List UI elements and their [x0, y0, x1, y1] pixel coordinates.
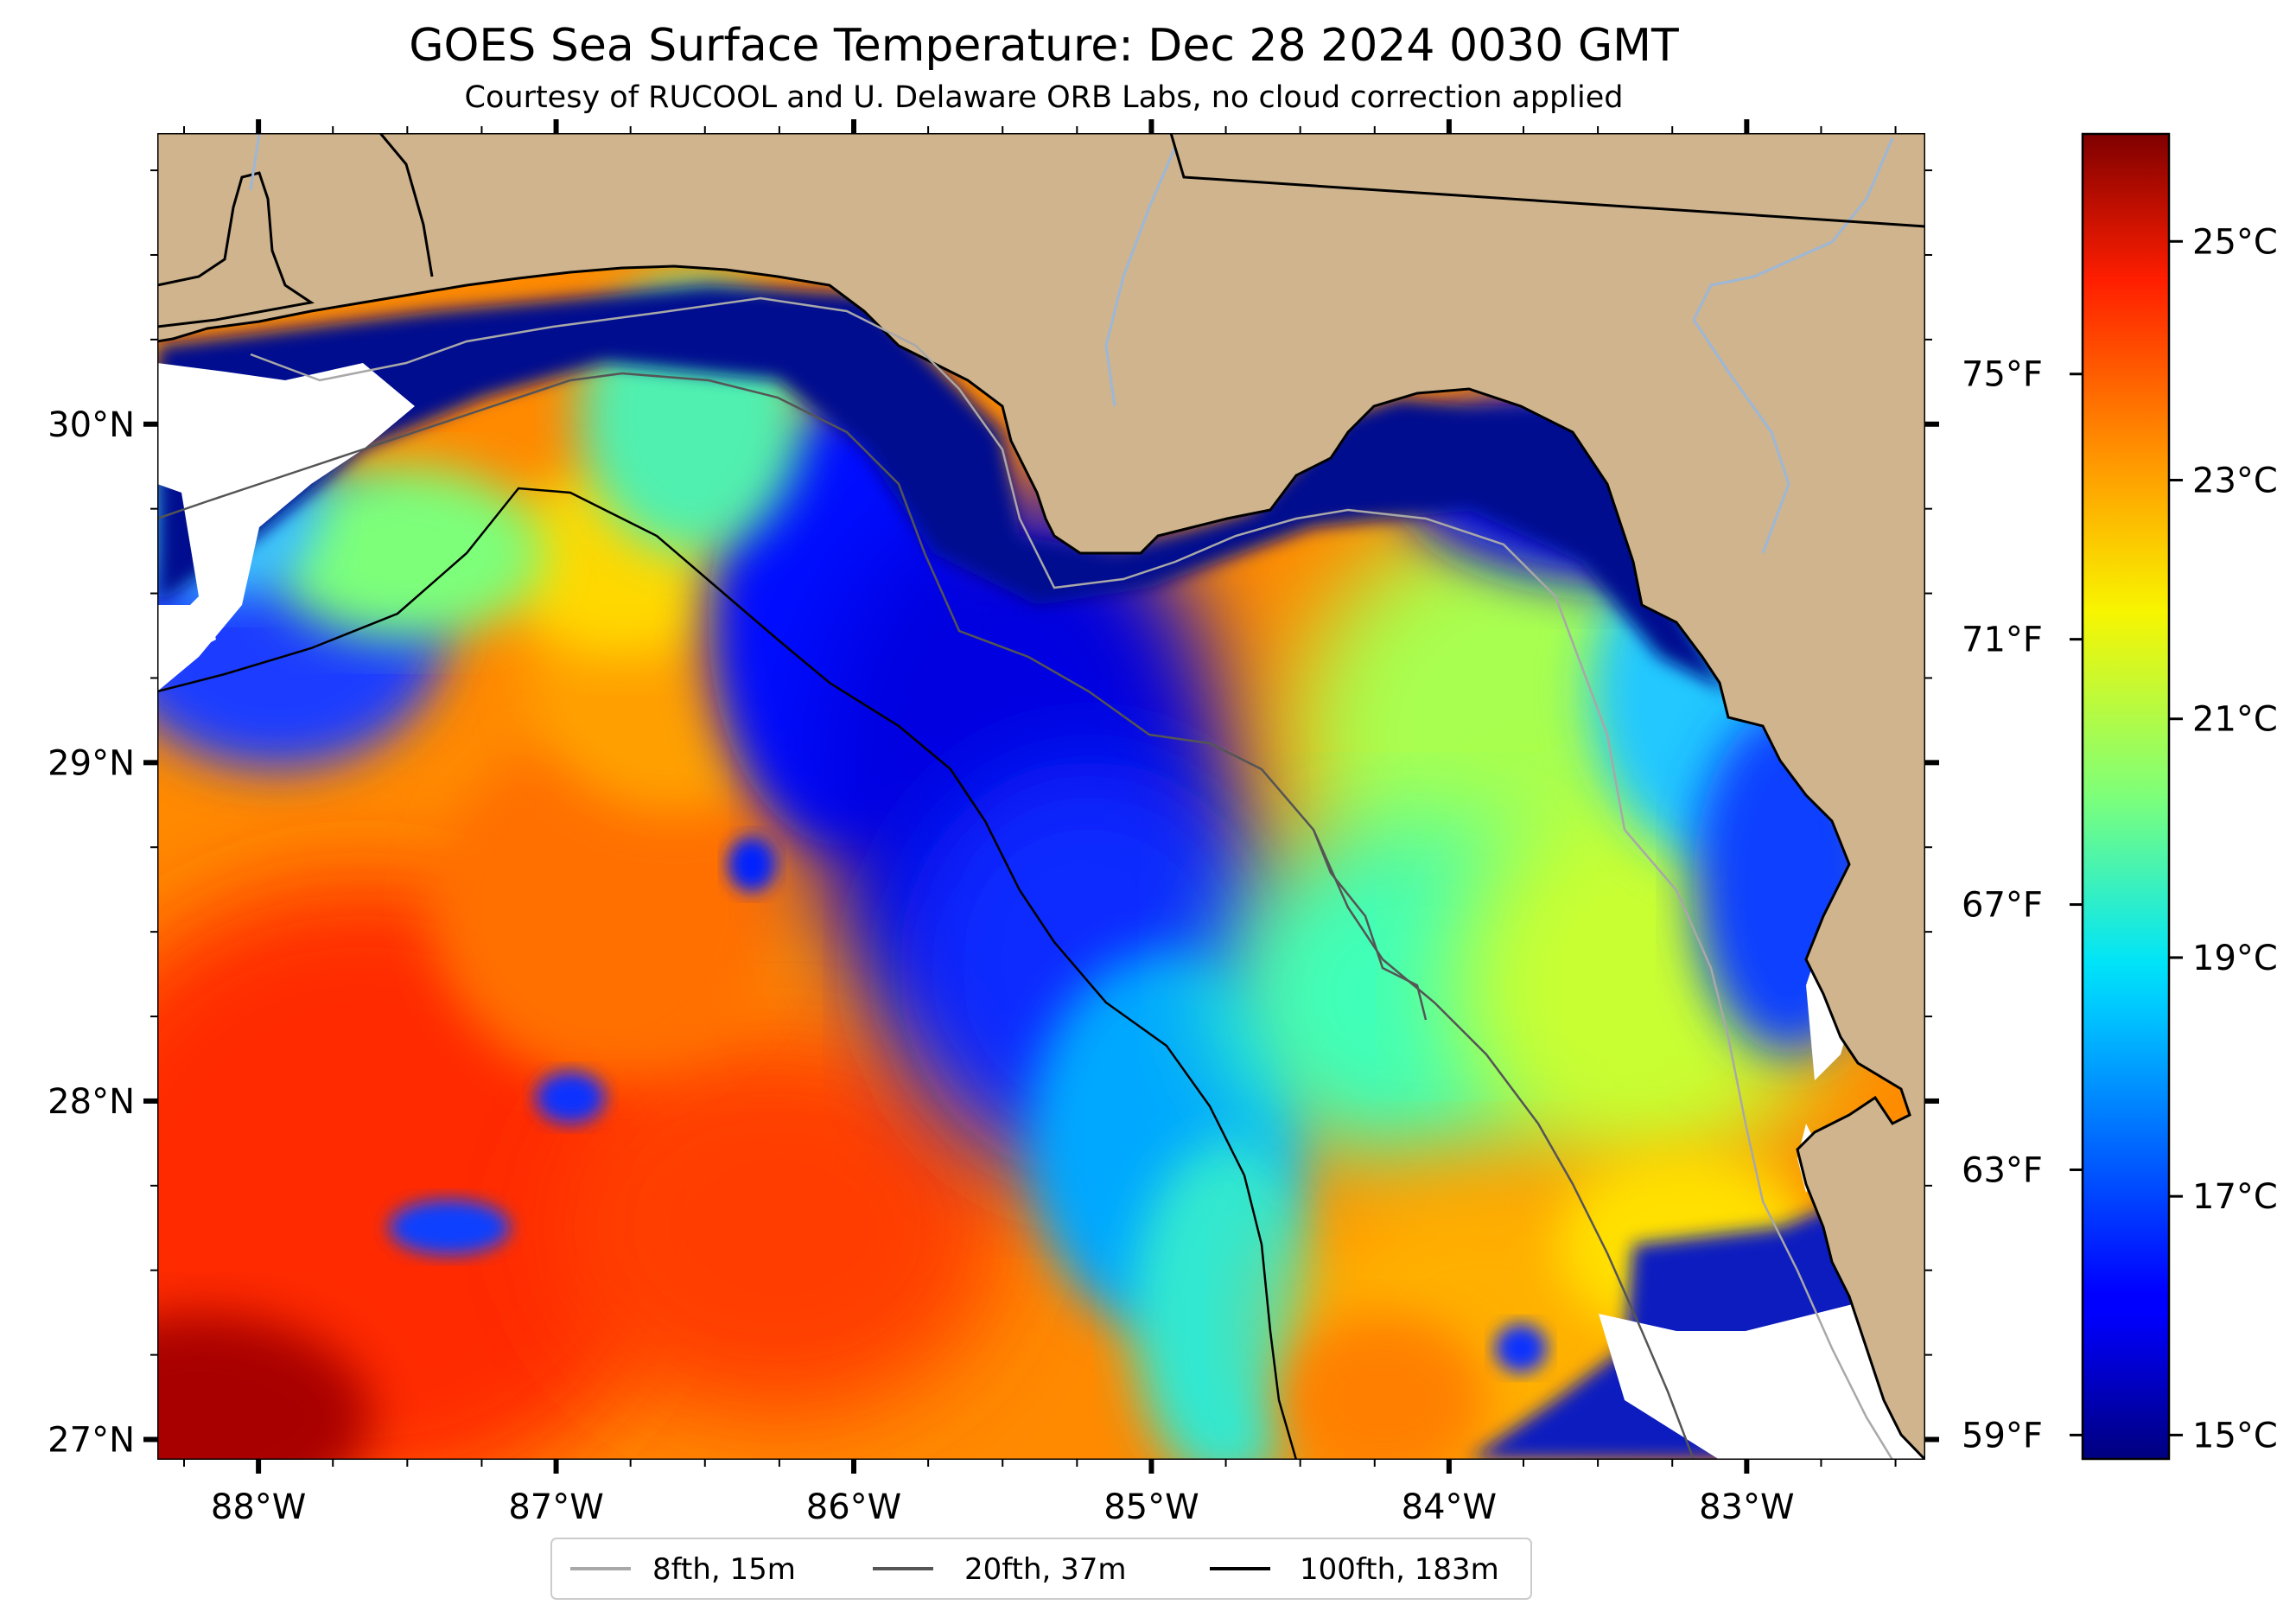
fahrenheit-tick-label: 59°F	[1962, 1416, 2043, 1455]
legend-label-100fth: 100fth, 183m	[1300, 1552, 1499, 1587]
lon-tick-label: 83°W	[1699, 1487, 1794, 1527]
isobath-20fth	[157, 372, 1695, 1460]
fahrenheit-tick-label: 67°F	[1962, 886, 2043, 926]
lon-tick-label: 84°W	[1402, 1487, 1497, 1527]
colorbar-ticks: 15°C 17°C 19°C 21°C 23°C 25°C	[2169, 222, 2278, 1455]
fahrenheit-tick-label: 63°F	[1962, 1150, 2043, 1190]
lat-tick-label: 30°N	[48, 405, 135, 445]
lat-tick-label: 29°N	[48, 743, 135, 783]
legend-label-20fth: 20fth, 37m	[964, 1552, 1127, 1587]
fahrenheit-axis: 59°F 63°F 67°F 71°F 75°F	[1962, 355, 2083, 1455]
lon-tick-label: 86°W	[806, 1487, 901, 1527]
lat-tick-label: 27°N	[48, 1421, 135, 1461]
land-masses	[157, 133, 1925, 1460]
colorbar-tick-label: 23°C	[2192, 462, 2278, 501]
state-borders	[378, 133, 1925, 277]
nearshore-cold-band	[157, 285, 1728, 691]
colorbar-tick-label: 21°C	[2192, 700, 2278, 740]
land-mobile-bay	[157, 171, 315, 328]
chart-title: GOES Sea Surface Temperature: Dec 28 202…	[409, 20, 1679, 72]
lon-tick-label: 87°W	[508, 1487, 603, 1527]
isobath-100fth	[157, 487, 1298, 1460]
fahrenheit-tick-label: 71°F	[1962, 621, 2043, 660]
legend: 8fth, 15m 20fth, 37m 100fth, 183m	[550, 1538, 1532, 1600]
colorbar-tick-label: 17°C	[2192, 1177, 2278, 1217]
colorbar-gradient	[2081, 132, 2171, 1461]
land-north-coast	[157, 133, 1925, 1460]
longitude-axis: 88°W 87°W 86°W 85°W 84°W 83°W	[183, 119, 1897, 1527]
latitude-axis: 30°N 29°N 28°N 27°N	[48, 169, 1939, 1461]
colorbar-tick-label: 19°C	[2192, 939, 2278, 978]
legend-label-8fth: 8fth, 15m	[652, 1552, 796, 1587]
lat-tick-label: 28°N	[48, 1082, 135, 1122]
colorbar: 15°C 17°C 19°C 21°C 23°C 25°C	[2081, 132, 2278, 1461]
fahrenheit-tick-label: 75°F	[1962, 355, 2043, 395]
map-panel	[157, 133, 1925, 1460]
lon-tick-label: 85°W	[1103, 1487, 1199, 1527]
isobath-8fth	[250, 296, 1894, 1460]
colorbar-tick-label: 15°C	[2192, 1416, 2278, 1455]
colorbar-tick-label: 25°C	[2192, 222, 2278, 262]
legend-box	[550, 1538, 1532, 1600]
lon-tick-label: 88°W	[211, 1487, 306, 1527]
chart-subtitle: Courtesy of RUCOOL and U. Delaware ORB L…	[465, 80, 1624, 115]
